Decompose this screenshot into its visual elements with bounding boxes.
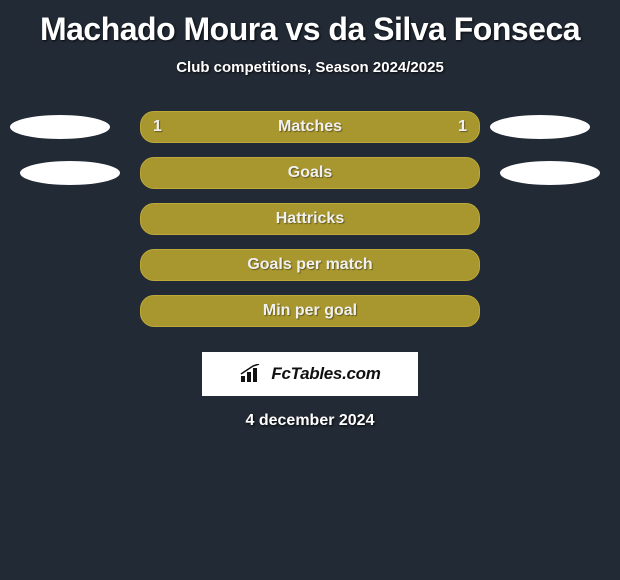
stat-label: Hattricks xyxy=(276,210,344,228)
stat-row-goals: Goals xyxy=(0,150,620,196)
left-ellipse xyxy=(20,161,120,185)
stat-row-min-per-goal: Min per goal xyxy=(0,288,620,334)
left-ellipse xyxy=(10,115,110,139)
stat-bar: Goals per match xyxy=(140,249,480,281)
comparison-subtitle: Club competitions, Season 2024/2025 xyxy=(0,53,620,104)
bar-chart-icon xyxy=(239,364,265,384)
snapshot-date: 4 december 2024 xyxy=(0,412,620,430)
stat-bar: Hattricks xyxy=(140,203,480,235)
stat-label: Goals xyxy=(288,164,332,182)
right-ellipse xyxy=(490,115,590,139)
stat-bar: 1 Matches 1 xyxy=(140,111,480,143)
stat-bar: Goals xyxy=(140,157,480,189)
stat-row-goals-per-match: Goals per match xyxy=(0,242,620,288)
right-ellipse xyxy=(500,161,600,185)
stat-label: Min per goal xyxy=(263,302,357,320)
logo-box: FcTables.com xyxy=(202,352,418,396)
stat-bar: Min per goal xyxy=(140,295,480,327)
stat-left-value: 1 xyxy=(153,118,162,136)
comparison-title: Machado Moura vs da Silva Fonseca xyxy=(0,0,620,53)
stat-right-value: 1 xyxy=(458,118,467,136)
stat-label: Matches xyxy=(278,118,342,136)
logo-text: FcTables.com xyxy=(271,364,380,384)
stat-row-hattricks: Hattricks xyxy=(0,196,620,242)
stat-row-matches: 1 Matches 1 xyxy=(0,104,620,150)
stat-label: Goals per match xyxy=(247,256,372,274)
stat-rows: 1 Matches 1 Goals Hattricks Goals per ma… xyxy=(0,104,620,334)
